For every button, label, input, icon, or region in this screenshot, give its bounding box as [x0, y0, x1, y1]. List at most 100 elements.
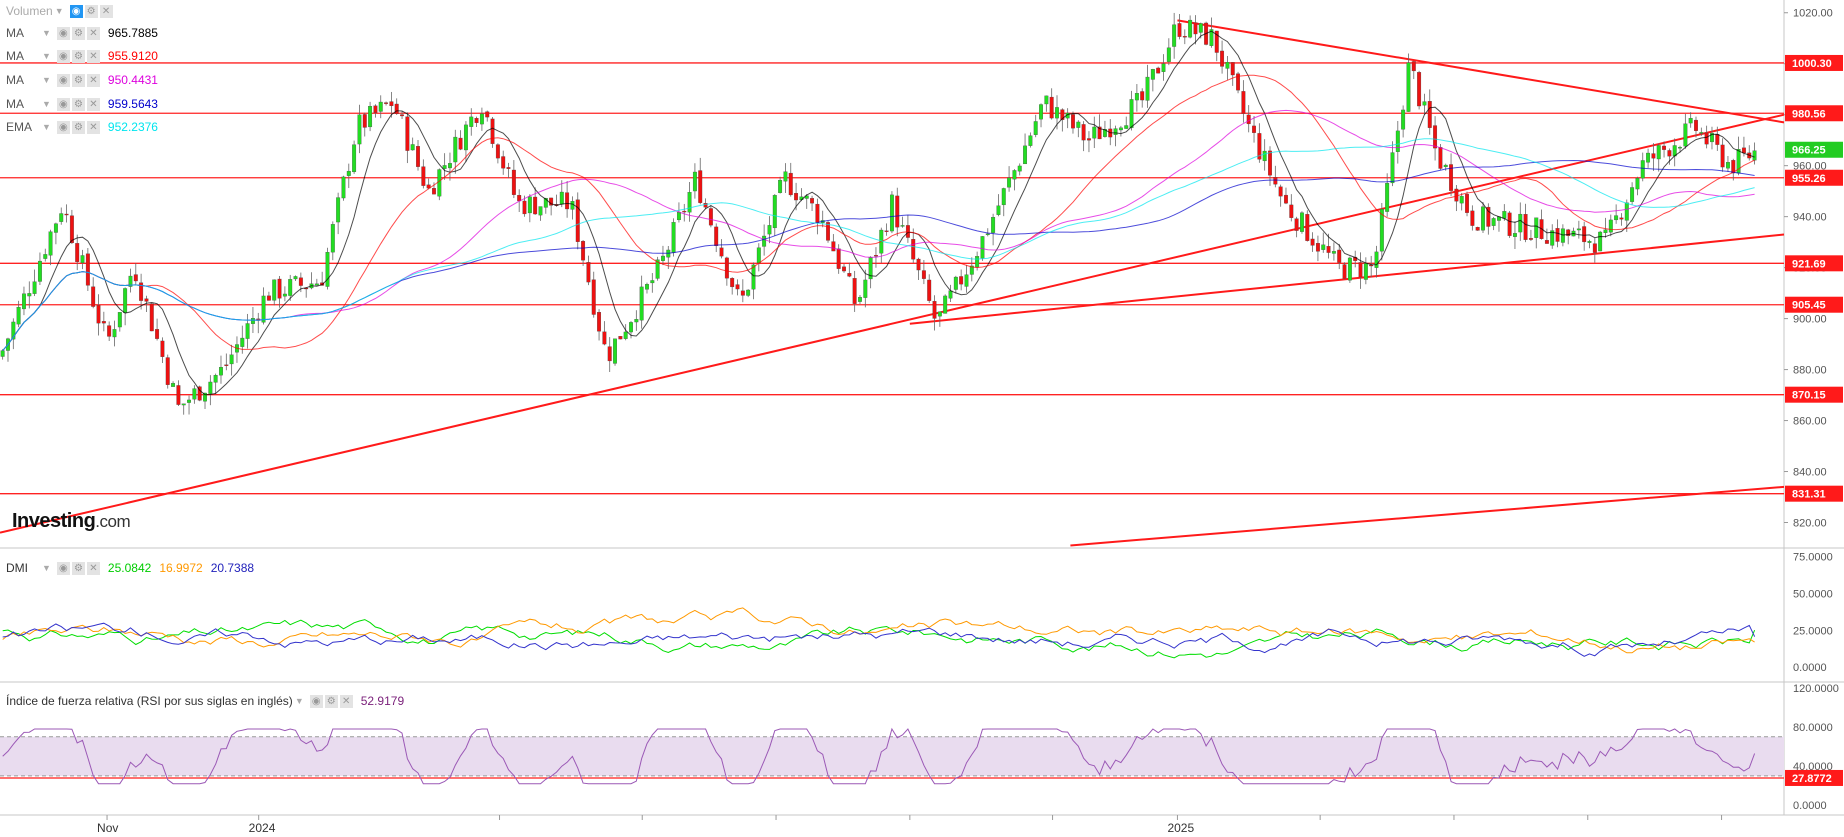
candle-body [1028, 135, 1033, 146]
candle-body [208, 381, 213, 394]
candle-body [1683, 123, 1688, 147]
candle-body [1017, 165, 1022, 172]
candle-body [687, 192, 692, 213]
candle-body [32, 281, 37, 294]
candle-body [192, 388, 197, 400]
eye-icon[interactable]: ◉ [69, 4, 83, 18]
candle-body [117, 312, 122, 328]
chevron-down-icon[interactable]: ▼ [54, 6, 64, 16]
ma4-value: 959.5643 [107, 97, 158, 111]
candle-body [1720, 144, 1725, 168]
close-icon[interactable]: ✕ [86, 73, 100, 87]
close-icon[interactable]: ✕ [86, 49, 100, 63]
close-icon[interactable]: ✕ [86, 97, 100, 111]
candle-body [219, 367, 223, 376]
chevron-down-icon[interactable]: ▼ [42, 563, 51, 573]
candle-body [714, 226, 719, 246]
candle-body [1289, 204, 1294, 218]
gear-icon[interactable]: ⚙ [84, 4, 98, 18]
candle-body [48, 231, 53, 256]
candle-body [591, 279, 596, 315]
eye-icon[interactable]: ◉ [309, 694, 323, 708]
candle-body [623, 331, 628, 339]
dmi-plus-value: 25.0842 [107, 561, 152, 575]
chevron-down-icon[interactable]: ▼ [42, 99, 51, 109]
gear-icon[interactable]: ⚙ [71, 49, 85, 63]
candle-body [85, 253, 90, 286]
candle-body [852, 278, 857, 304]
candle-body [1576, 228, 1581, 231]
gear-icon[interactable]: ⚙ [71, 97, 85, 111]
eye-icon[interactable]: ◉ [56, 26, 70, 40]
eye-icon[interactable]: ◉ [56, 120, 70, 134]
candle-body [1715, 134, 1720, 145]
chevron-down-icon[interactable]: ▼ [294, 696, 304, 706]
logo-brand: Investing [12, 510, 96, 532]
gear-icon[interactable]: ⚙ [71, 120, 85, 134]
candle-body [1060, 109, 1065, 120]
candle-body [1001, 188, 1006, 206]
close-icon[interactable]: ✕ [339, 694, 353, 708]
gear-icon[interactable]: ⚙ [324, 694, 338, 708]
candle-body [1081, 124, 1086, 141]
candle-body [1044, 95, 1049, 105]
candle-body [1544, 240, 1549, 244]
eye-icon[interactable]: ◉ [56, 73, 70, 87]
candle-body [1113, 128, 1118, 135]
level-tag [1785, 255, 1843, 272]
close-icon[interactable]: ✕ [86, 120, 100, 134]
candle-body [559, 191, 564, 205]
close-icon[interactable]: ✕ [99, 4, 113, 18]
candle-body [1358, 262, 1363, 278]
rsi-band [0, 736, 1784, 776]
y-tick-label: 1020.00 [1793, 8, 1833, 20]
candle-body [874, 255, 878, 257]
gear-icon[interactable]: ⚙ [71, 561, 85, 575]
level-tag-label: 870.15 [1792, 390, 1826, 402]
candle-body [1752, 150, 1757, 161]
ma1-value: 965.7885 [107, 26, 158, 40]
close-icon[interactable]: ✕ [86, 561, 100, 575]
trendline [909, 233, 1785, 325]
y-tick-label: 840.00 [1793, 467, 1827, 479]
candle-body [416, 146, 420, 167]
gear-icon[interactable]: ⚙ [71, 73, 85, 87]
candle-body [1156, 67, 1161, 74]
ma2-label: MA [6, 49, 24, 63]
candle-body [1550, 230, 1555, 246]
candle-body [991, 217, 996, 233]
candle-body [1619, 217, 1624, 220]
candle-body [985, 233, 990, 235]
candle-body [1401, 109, 1406, 130]
candle-body [1342, 264, 1347, 279]
chevron-down-icon[interactable]: ▼ [42, 51, 51, 61]
candle-body [1300, 212, 1304, 232]
ma4-legend: MA ▼ ◉ ⚙ ✕ 959.5643 [6, 96, 166, 112]
candle-body [203, 392, 207, 402]
dmi-adx-value: 20.7388 [210, 561, 255, 575]
candle-body [959, 276, 964, 285]
eye-icon[interactable]: ◉ [56, 561, 70, 575]
eye-icon[interactable]: ◉ [56, 49, 70, 63]
candle-body [160, 340, 165, 357]
gear-icon[interactable]: ⚙ [71, 26, 85, 40]
candle-body [1161, 63, 1166, 72]
moving-average-line [2, 30, 1755, 396]
candle-body [778, 179, 783, 193]
candle-body [394, 103, 399, 114]
candle-body [783, 171, 788, 182]
candle-body [661, 255, 665, 261]
candle-body [346, 170, 351, 176]
candle-body [708, 208, 713, 226]
close-icon[interactable]: ✕ [86, 26, 100, 40]
candle-body [730, 278, 735, 288]
candle-body [1411, 61, 1416, 72]
moving-average-line [2, 74, 1755, 351]
chevron-down-icon[interactable]: ▼ [42, 75, 51, 85]
eye-icon[interactable]: ◉ [56, 97, 70, 111]
candle-body [671, 222, 676, 253]
candle-body [565, 192, 570, 210]
chevron-down-icon[interactable]: ▼ [42, 28, 51, 38]
chevron-down-icon[interactable]: ▼ [42, 122, 51, 132]
